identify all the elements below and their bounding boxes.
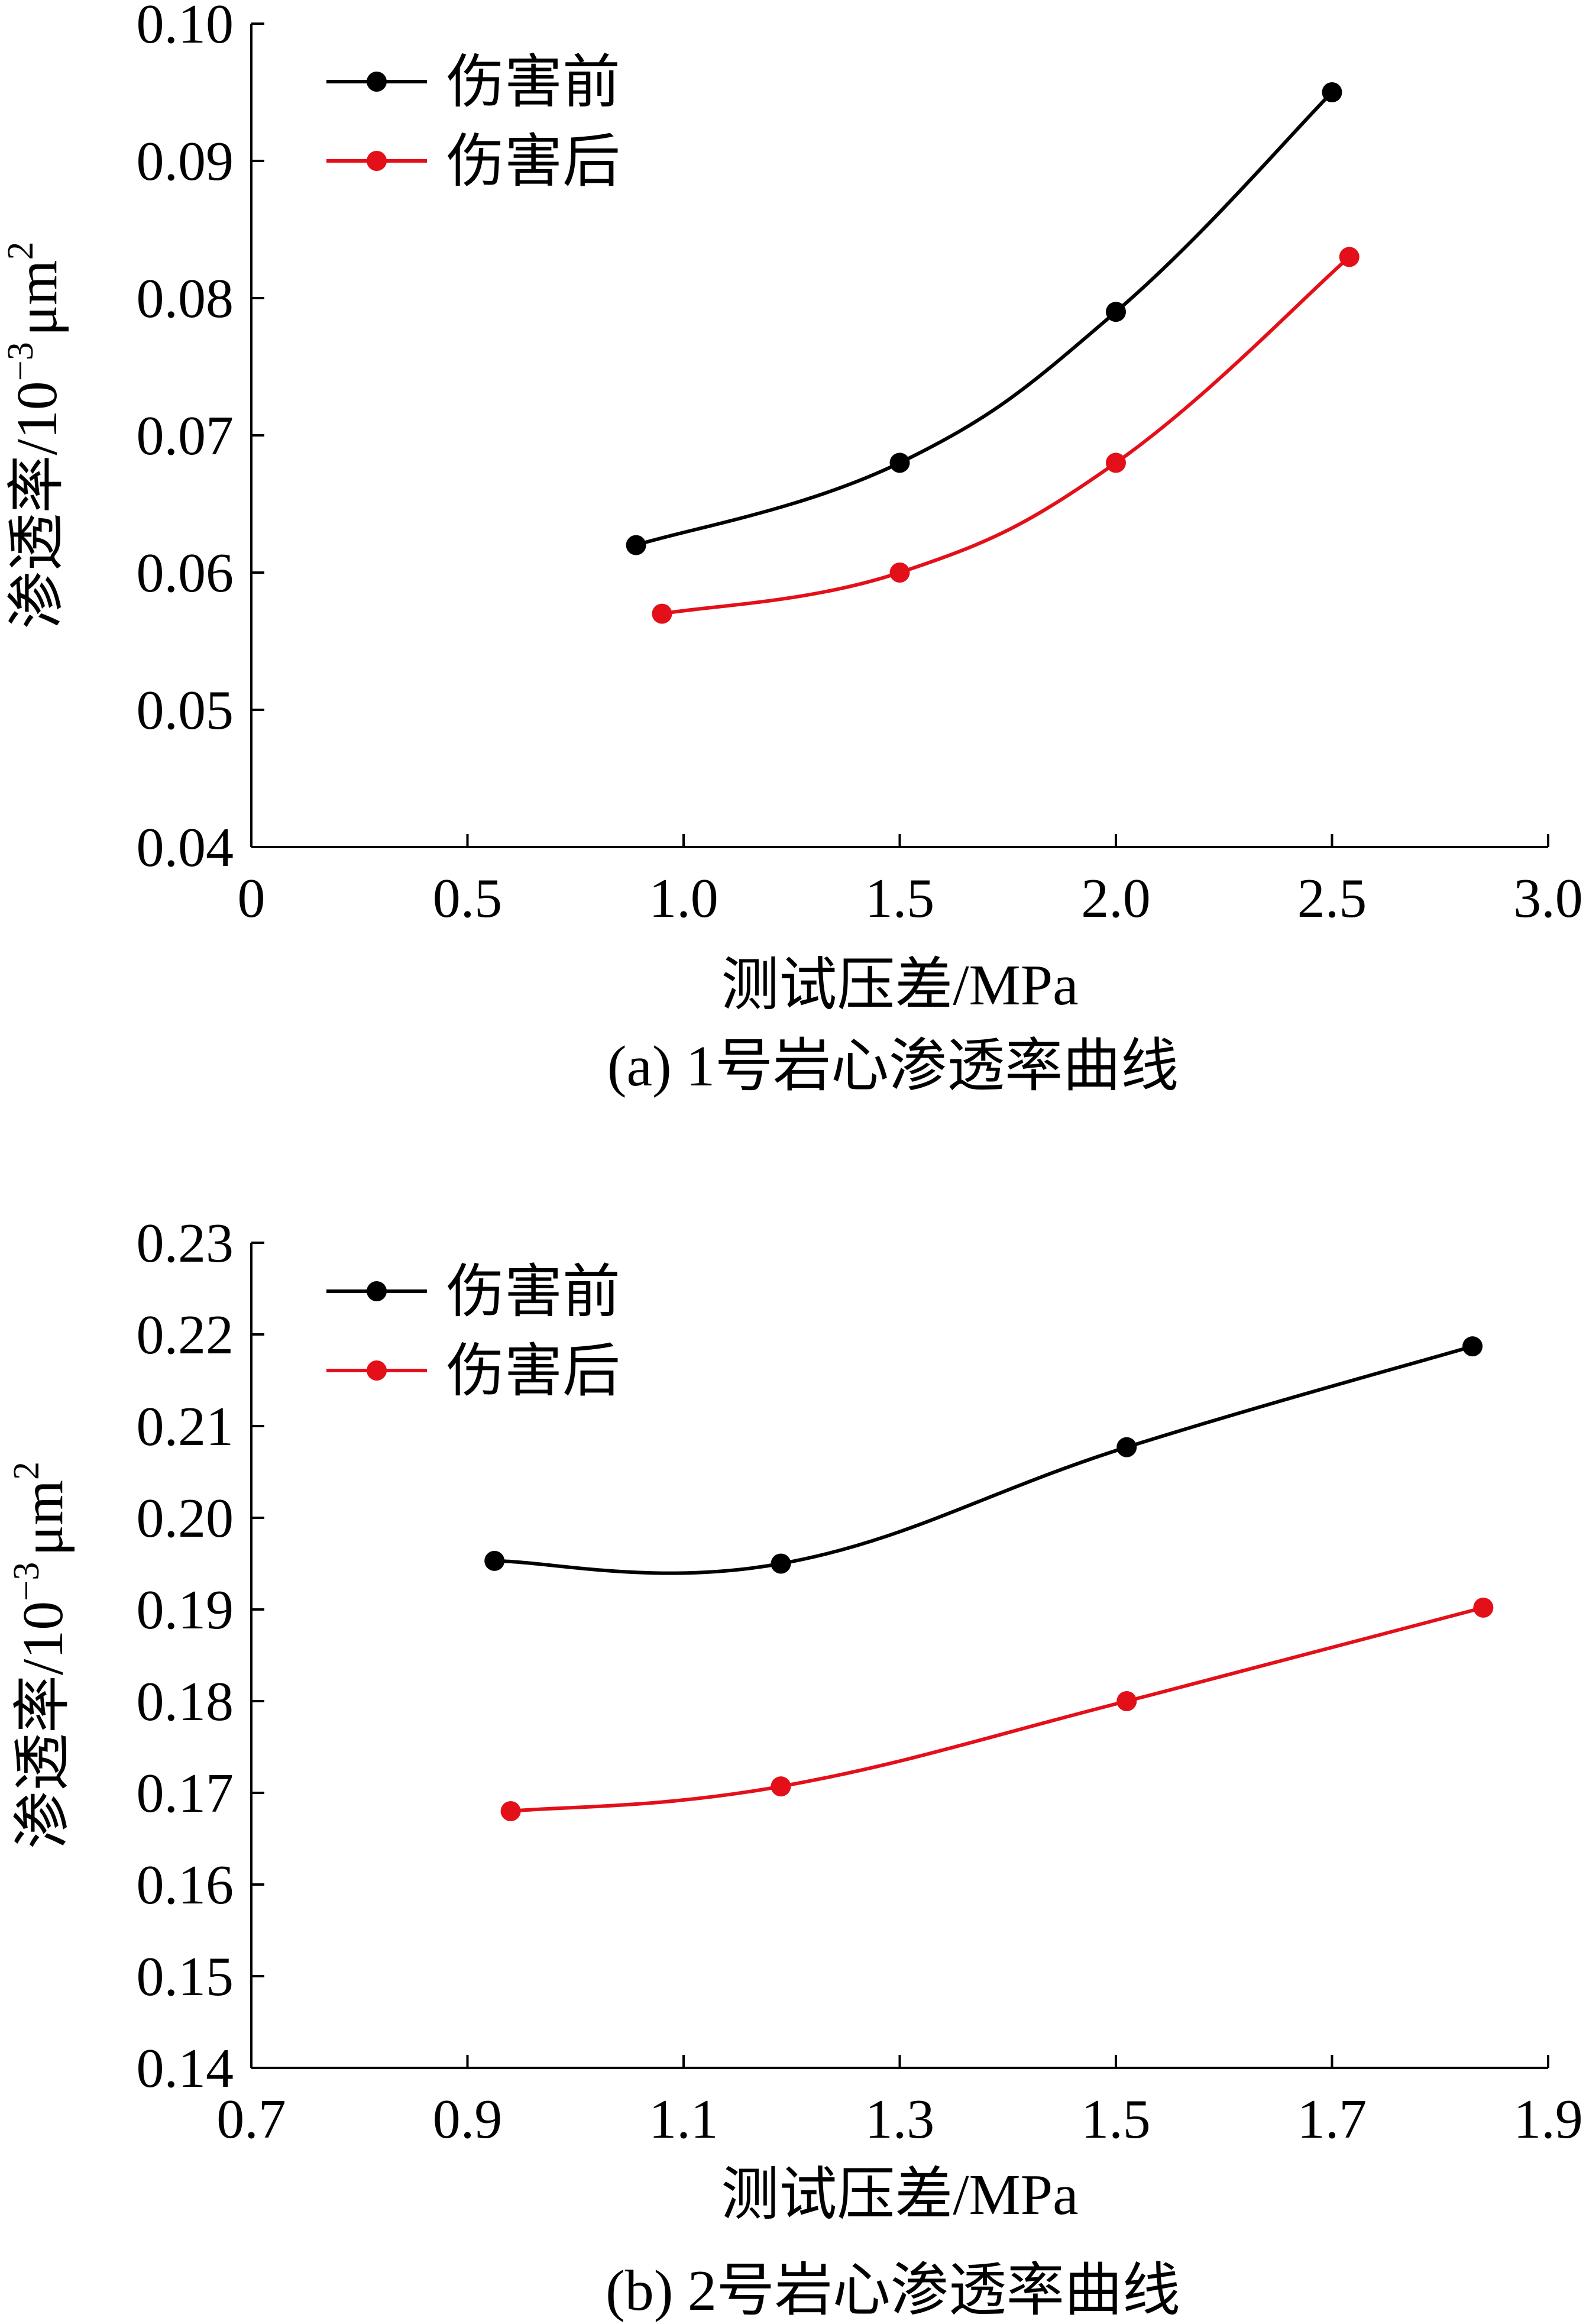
x-axis-title: 测试压差/MPa: [721, 2163, 1078, 2227]
series-line-1: [510, 1605, 1484, 1813]
data-point: [771, 1553, 791, 1574]
y-axis-title-unit-exponent: 2: [1, 242, 41, 260]
series-line-1: [661, 256, 1351, 616]
data-point: [484, 1550, 505, 1571]
legend-label: 伤害后: [446, 1340, 620, 1404]
y-tick-label: 0.06: [137, 542, 234, 604]
y-tick-label: 0.04: [137, 817, 234, 878]
x-tick-label: 1.5: [1081, 2089, 1151, 2150]
data-point: [889, 452, 910, 473]
legend-marker: [367, 151, 387, 171]
y-axis-title-unit-exponent: 2: [7, 1462, 47, 1480]
data-point: [1106, 302, 1126, 322]
data-point: [1339, 247, 1360, 267]
data-point: [1473, 1597, 1494, 1618]
x-tick-label: 0.7: [216, 2089, 286, 2150]
y-tick-label: 0.14: [137, 2038, 234, 2099]
y-tick-label: 0.22: [137, 1304, 234, 1366]
x-tick-label: 0.9: [433, 2089, 503, 2150]
legend-marker: [367, 72, 387, 92]
x-tick-label: 3.0: [1513, 868, 1583, 929]
y-tick-label: 0.07: [137, 405, 234, 467]
data-point: [652, 603, 672, 624]
data-point: [771, 1776, 791, 1797]
figure-caption: (a) 1号岩心渗透率曲线: [607, 1035, 1179, 1098]
data-point: [626, 535, 646, 555]
legend-marker: [367, 1360, 387, 1381]
y-tick-label: 0.19: [137, 1579, 234, 1641]
data-point: [1106, 452, 1126, 473]
y-tick-label: 0.05: [137, 680, 234, 741]
chart-b: 0.14 0.15 0.16 0.17 0.18 0.19 0.20 0.21 0.22 0.23…: [7, 1213, 1583, 2323]
y-tick-label: 0.17: [137, 1763, 234, 1824]
legend-marker: [367, 1281, 387, 1301]
y-tick-label: 0.10: [137, 0, 234, 55]
y-tick-label: 0.18: [137, 1671, 234, 1733]
y-axis-title-main: 渗透率/10: [11, 1601, 75, 1849]
series-line-0: [494, 1344, 1473, 1575]
y-tick-label: 0.09: [137, 131, 234, 192]
x-tick-label: 1.0: [649, 868, 718, 929]
y-tick-label: 0.16: [137, 1854, 234, 1916]
data-point: [1116, 1691, 1137, 1711]
x-axis-title: 测试压差/MPa: [721, 953, 1078, 1017]
x-tick-label: 1.3: [865, 2089, 935, 2150]
series-line-0: [635, 90, 1333, 547]
x-tick-label: 1.1: [649, 2089, 718, 2150]
data-point: [1322, 82, 1342, 102]
x-tick-label: 0.5: [433, 868, 503, 929]
x-tick-label: 0: [238, 868, 266, 929]
legend-label: 伤害后: [446, 130, 620, 194]
y-axis-title-exponent: −3: [1, 342, 41, 381]
legend-label: 伤害前: [446, 51, 620, 115]
y-axis-title-unit: μm: [11, 1480, 75, 1556]
y-tick-label: 0.08: [137, 268, 234, 329]
y-tick-label: 0.20: [137, 1488, 234, 1549]
x-tick-label: 1.7: [1297, 2089, 1367, 2150]
x-tick-label: 2.0: [1081, 868, 1151, 929]
x-tick-label: 1.9: [1513, 2089, 1583, 2150]
y-axis-title-exponent: −3: [7, 1562, 47, 1601]
y-axis-title: 渗透率/10−3 μm2: [1, 242, 69, 629]
data-point: [1462, 1336, 1483, 1357]
data-point: [500, 1801, 521, 1821]
y-tick-label: 0.15: [137, 1946, 234, 2008]
data-point: [889, 563, 910, 583]
y-axis-title: 渗透率/10−3 μm2: [7, 1462, 75, 1849]
y-axis-title-unit: μm: [5, 260, 69, 337]
x-tick-label: 2.5: [1297, 868, 1367, 929]
y-axis-title-main: 渗透率/10: [5, 381, 69, 629]
figure-caption: (b) 2号岩心渗透率曲线: [606, 2259, 1180, 2323]
data-point: [1116, 1437, 1137, 1457]
y-tick-label: 0.23: [137, 1213, 234, 1274]
chart-a: 0.04 0.05 0.06 0.07 0.08 0.09 0.10 0 0.5 1.0 1.5 2.…: [1, 0, 1583, 1098]
x-tick-label: 1.5: [865, 868, 935, 929]
legend-label: 伤害前: [446, 1260, 620, 1324]
y-tick-label: 0.21: [137, 1396, 234, 1457]
